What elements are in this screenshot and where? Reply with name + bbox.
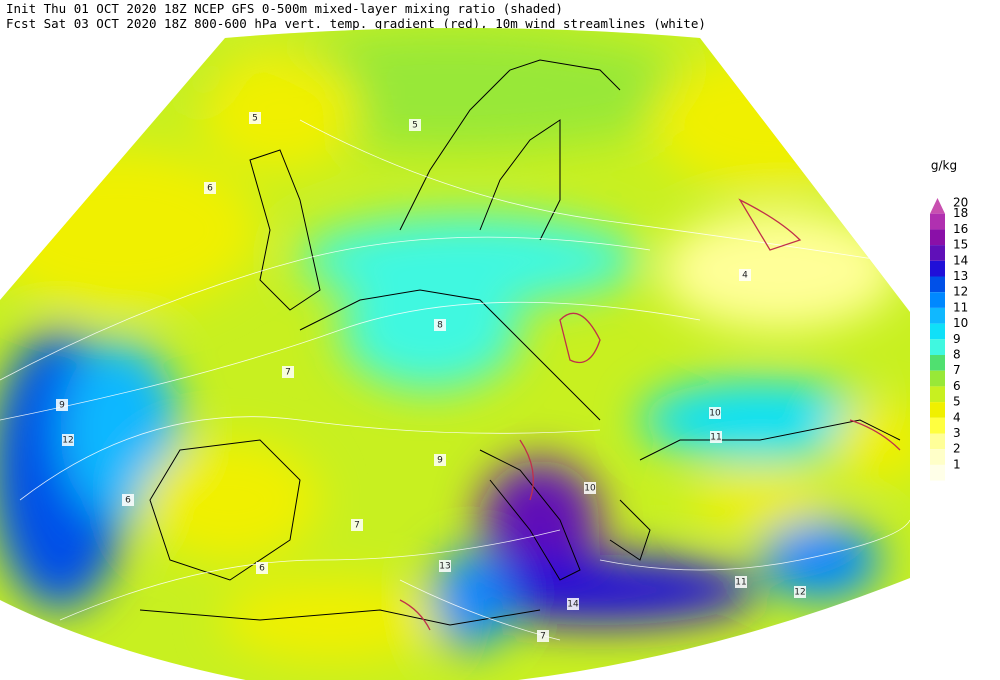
map-label: 5 <box>252 114 258 124</box>
colorbar-label: 1 <box>953 457 961 471</box>
map-label-box <box>56 399 68 411</box>
legend-unit: g/kg <box>931 159 957 173</box>
map-label-box <box>710 431 722 443</box>
colorbar-box <box>930 307 945 324</box>
colorbar-label: 6 <box>953 379 961 393</box>
map-label-box <box>256 562 268 574</box>
map-label: 6 <box>259 564 265 574</box>
map-label: 8 <box>437 321 443 331</box>
colorbar-box <box>930 339 945 355</box>
colorbar-box <box>930 276 945 293</box>
map-label: 11 <box>735 578 746 588</box>
map-label-box <box>709 407 721 419</box>
map-label: 7 <box>540 632 546 642</box>
map-label-box <box>249 112 261 124</box>
colorbar-label: 18 <box>953 206 968 220</box>
colorbar-arrow <box>930 198 945 214</box>
temp-gradient-contours <box>399 198 901 631</box>
map-label-box <box>122 494 134 506</box>
colorbar-label: 9 <box>953 332 961 346</box>
map-label-box <box>739 269 751 281</box>
map-label-box <box>735 576 747 588</box>
colorbar-label: 10 <box>953 316 968 330</box>
map-label-box <box>204 182 216 194</box>
colorbar-box <box>930 417 945 434</box>
colorbar-label: 8 <box>953 348 961 362</box>
map-label-box <box>567 598 579 610</box>
map-label: 10 <box>584 484 596 494</box>
map-label: 5 <box>412 121 418 131</box>
colorbar-label: 11 <box>953 300 968 314</box>
colorbar-label: 12 <box>953 285 968 299</box>
colorbar-box <box>930 292 945 308</box>
colorbar-label: 5 <box>953 395 961 409</box>
map-label: 12 <box>62 436 73 446</box>
colorbar-label: 15 <box>953 238 968 252</box>
map-label: 12 <box>794 588 805 598</box>
colorbar-label: 3 <box>953 426 961 440</box>
colorbar-label: 4 <box>953 410 961 424</box>
map-label-box <box>434 454 446 466</box>
colorbar-label: 2 <box>953 442 961 456</box>
colorbar-label: 7 <box>953 363 961 377</box>
map-label-box <box>62 434 74 446</box>
map-label-box <box>434 319 446 331</box>
coastlines <box>139 59 901 626</box>
colorbar-box <box>930 323 945 340</box>
header-line: Fcst Sat 03 OCT 2020 18Z 800-600 hPa ver… <box>6 16 706 31</box>
colorbar-box <box>930 386 945 403</box>
map-label: 7 <box>354 521 360 531</box>
colorbar-box <box>930 449 945 465</box>
map-label-box <box>537 630 549 642</box>
map-label-box <box>282 366 294 378</box>
map-label: 13 <box>439 562 450 572</box>
colorbar-label: 13 <box>953 269 968 283</box>
header-line: Init Thu 01 OCT 2020 18Z NCEP GFS 0-500m… <box>6 1 563 16</box>
map-label-box <box>351 519 363 531</box>
map-label-box <box>439 560 451 572</box>
colorbar-label: 16 <box>953 222 968 236</box>
colorbar-box <box>930 213 945 230</box>
map-label: 4 <box>742 271 748 281</box>
map-label: 14 <box>567 600 579 610</box>
map-label-box <box>584 482 596 494</box>
map-label: 10 <box>709 409 721 419</box>
colorbar-label: 14 <box>953 253 968 267</box>
map-label: 7 <box>285 368 291 378</box>
colorbar-box <box>930 370 945 387</box>
map-labels: 6 7 5 9 12 8 10 11 6 7 14 13 10 7 4 5 11 12 9 6 <box>56 112 806 642</box>
colorbar-box <box>930 402 945 418</box>
map-label-box <box>794 586 806 598</box>
map-label: 9 <box>437 456 443 466</box>
colorbar-box <box>930 464 945 481</box>
colorbar-box <box>930 229 945 246</box>
colorbar-label: 20 <box>953 196 968 210</box>
colorbar-box <box>930 355 945 371</box>
map-label: 6 <box>207 184 213 194</box>
map-label: 6 <box>125 496 131 506</box>
streamlines <box>0 119 910 641</box>
map-label-box <box>409 119 421 131</box>
map-label: 9 <box>59 401 65 411</box>
map-label: 11 <box>710 433 721 443</box>
colorbar-box <box>930 433 945 450</box>
colorbar-box <box>930 260 945 277</box>
colorbar-box <box>930 245 945 261</box>
